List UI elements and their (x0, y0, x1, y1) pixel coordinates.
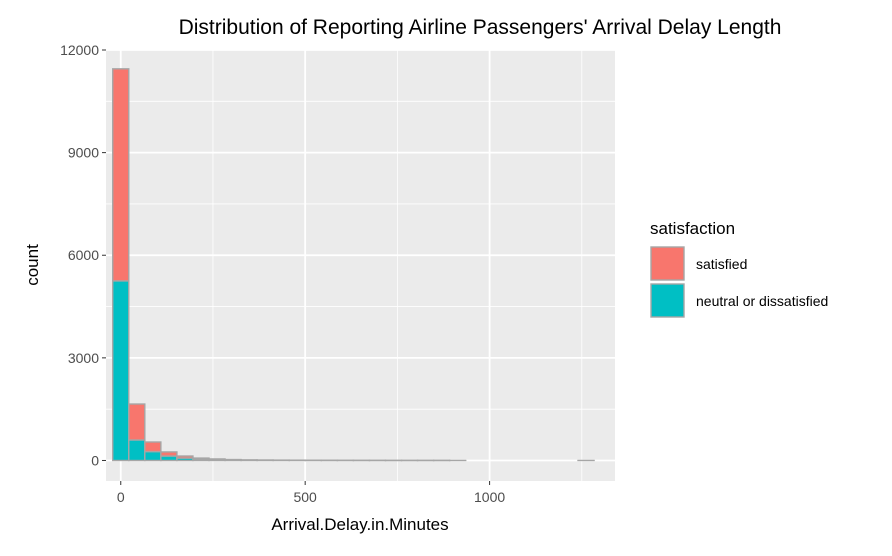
x-tick-label: 500 (293, 489, 317, 505)
legend-label: satisfied (696, 256, 747, 272)
histogram-bars (112, 68, 595, 462)
y-tick-label: 6000 (68, 247, 99, 263)
bar-neutral-or-dissatisfied (112, 280, 130, 462)
legend: satisfaction satisfied neutral or dissati… (650, 219, 828, 318)
plot-panel (106, 50, 615, 481)
y-tick-label: 0 (91, 452, 99, 468)
legend-key (650, 283, 685, 318)
bar-neutral-or-dissatisfied (144, 450, 162, 462)
bar-satisfied (112, 68, 130, 282)
bar-satisfied (208, 458, 226, 461)
legend-key (650, 246, 685, 281)
y-tick-label: 3000 (68, 350, 99, 366)
bar-neutral-or-dissatisfied (128, 439, 146, 462)
legend-label: neutral or dissatisfied (696, 293, 828, 309)
x-axis-title: Arrival.Delay.in.Minutes (271, 515, 448, 534)
x-tick-label: 1000 (474, 489, 505, 505)
legend-title: satisfaction (650, 219, 735, 238)
y-axis: 0 3000 6000 9000 12000 (60, 42, 106, 468)
y-tick-label: 9000 (68, 145, 99, 161)
bar-satisfied (160, 451, 178, 457)
chart-title: Distribution of Reporting Airline Passen… (179, 16, 782, 39)
x-axis: 0 500 1000 (117, 481, 505, 505)
y-tick-label: 12000 (60, 42, 99, 58)
x-tick-label: 0 (117, 489, 125, 505)
bar-satisfied (176, 455, 194, 459)
y-axis-title: count (23, 244, 42, 286)
bar-satisfied (128, 403, 146, 441)
minor-gridlines (106, 50, 615, 481)
bar-satisfied (192, 457, 210, 460)
bar-satisfied (144, 441, 162, 453)
